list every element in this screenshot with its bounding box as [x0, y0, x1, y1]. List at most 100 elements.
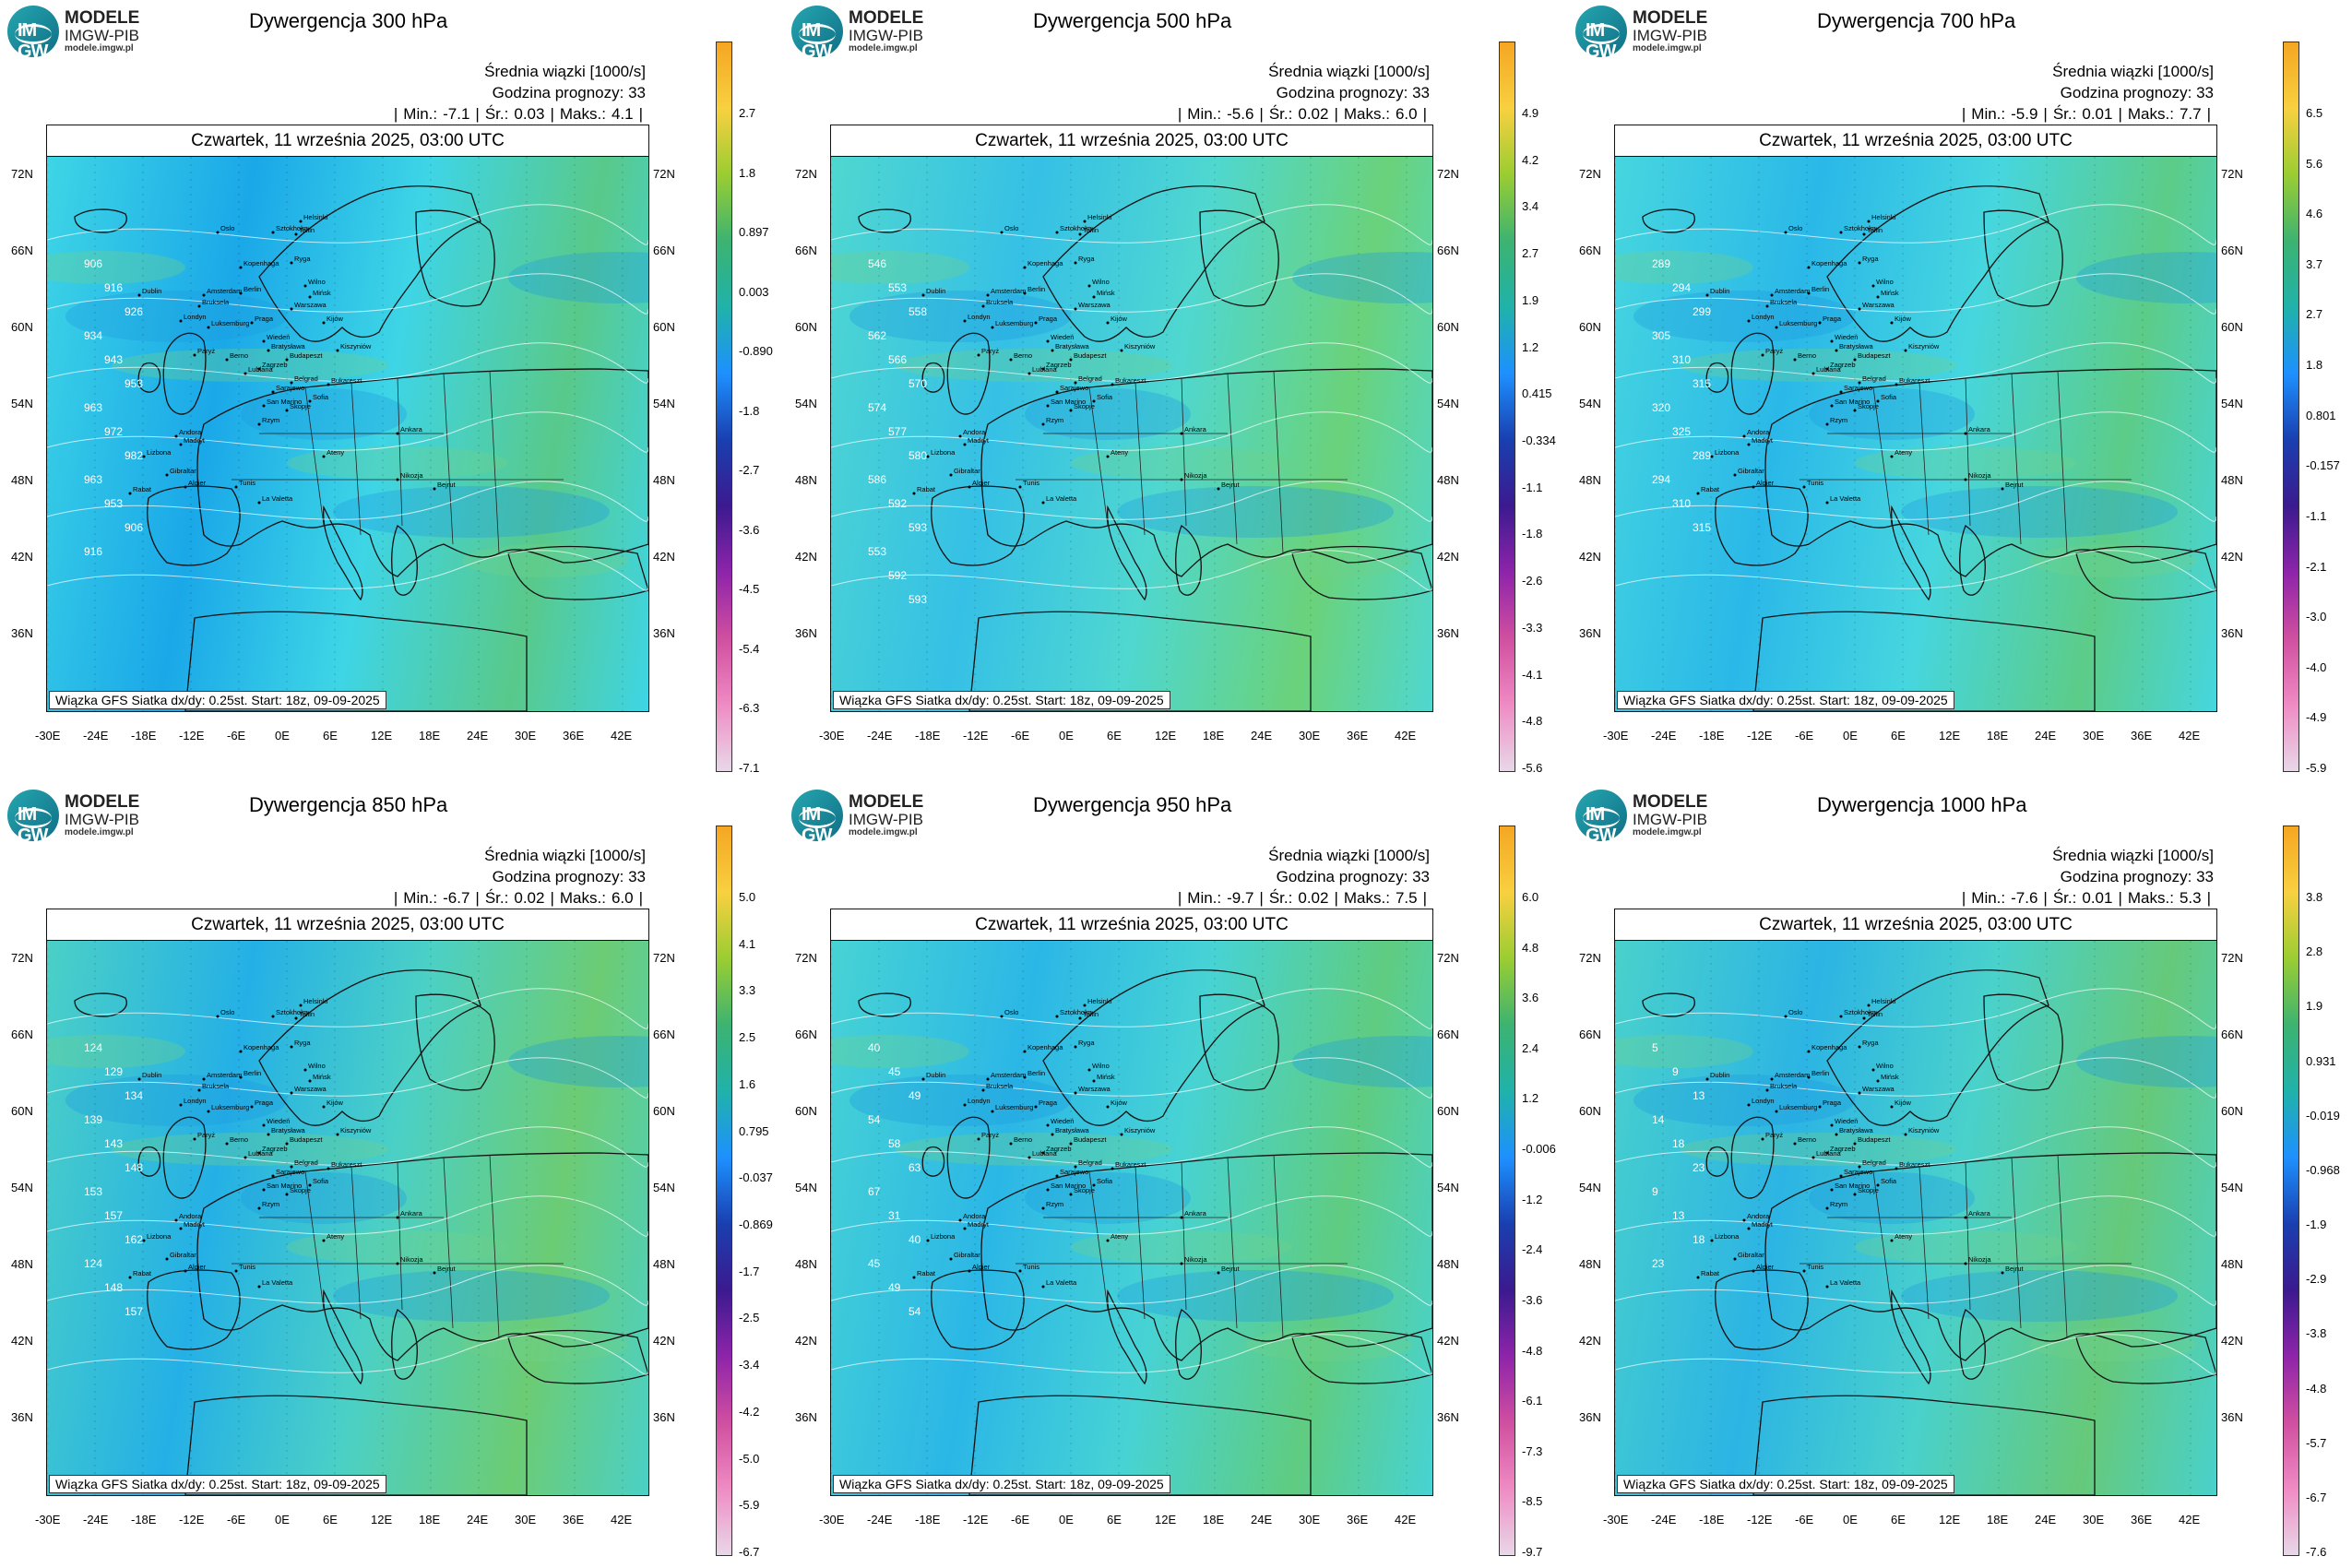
city-marker: [308, 399, 312, 403]
lat-tick-left: 36N: [1579, 1410, 1601, 1424]
divergence-band: [1615, 251, 1753, 284]
contour-label: 982: [125, 449, 143, 462]
colorbar-label: 4.1: [739, 936, 756, 951]
lon-tick: 36E: [1347, 1513, 1369, 1526]
lon-tick: 18E: [419, 729, 441, 742]
colorbar: [2283, 826, 2299, 1556]
stat-separator: |: [1259, 889, 1264, 907]
city-label: Gibraltar: [170, 1251, 196, 1259]
colorbar-label: -5.9: [739, 1498, 760, 1513]
city-marker: [1964, 1216, 1967, 1219]
city-marker: [981, 304, 985, 308]
coastline: [1891, 1289, 1931, 1385]
logo-mark: IM GW: [1586, 20, 1616, 62]
coastline: [184, 611, 528, 711]
coastline: [921, 1146, 945, 1177]
city-marker: [1765, 1088, 1769, 1092]
city-marker: [1858, 1091, 1861, 1095]
map-area[interactable]: 5 9 13 14 18 23 9 13 18 23 Oslo Sztokholm Helsinki Ta…: [1615, 941, 2216, 1495]
stat-min-label: Min.:: [403, 105, 438, 123]
map-frame[interactable]: Czwartek, 11 września 2025, 03:00 UTC 906…: [46, 125, 649, 712]
city-label: Andora: [1747, 428, 1770, 436]
city-label: La Valetta: [1830, 494, 1861, 503]
lon-tick: -12E: [179, 729, 205, 742]
map-frame[interactable]: Czwartek, 11 września 2025, 03:00 UTC 124…: [46, 909, 649, 1496]
country-border: [1965, 377, 1971, 527]
city-label: Kijów: [327, 1099, 344, 1107]
country-border: [1273, 370, 1284, 554]
city-marker: [958, 1218, 962, 1222]
stat-avg: 0.01: [2082, 889, 2113, 907]
lat-tick-right: 66N: [1437, 244, 1459, 257]
colorbar-label: 2.5: [739, 1030, 756, 1045]
city-marker: [327, 1167, 330, 1170]
colorbar-label: 4.6: [2306, 207, 2323, 221]
lat-tick-right: 60N: [2221, 320, 2243, 334]
city-marker: [1028, 372, 1031, 375]
coastline: [258, 969, 481, 1126]
city-label: Bratysława: [271, 1126, 306, 1134]
city-label: Budapeszt: [1858, 351, 1891, 360]
city-label: Ryga: [1862, 255, 1879, 263]
map-area[interactable]: 40 45 49 54 58 63 67 31 40 45 49 54 Oslo Sztokholm Hel…: [831, 941, 1432, 1495]
city-marker: [1830, 404, 1834, 408]
coastline: [323, 505, 363, 601]
map-frame[interactable]: Czwartek, 11 września 2025, 03:00 UTC 5 9 1…: [1614, 909, 2217, 1496]
city-label: Sztokholm: [1060, 224, 1092, 232]
lat-tick-right: 60N: [653, 1104, 675, 1118]
city-label: Bukareszt: [1115, 1160, 1146, 1169]
lon-tick: 24E: [1251, 729, 1273, 742]
coastline: [147, 1269, 241, 1350]
city-marker: [179, 1227, 183, 1230]
city-marker: [1733, 1257, 1737, 1261]
logo-title: MODELE: [1633, 792, 1708, 812]
city-marker: [926, 1239, 930, 1242]
contour-label: 294: [1672, 281, 1691, 294]
map-frame[interactable]: Czwartek, 11 września 2025, 03:00 UTC 40 4…: [830, 909, 1433, 1496]
city-marker: [234, 485, 238, 489]
city-label: Skopje: [1074, 402, 1095, 410]
imgw-logo-icon: IM GW: [791, 790, 843, 846]
lat-tick-right: 48N: [2221, 473, 2243, 487]
city-label: Dublin: [142, 287, 161, 295]
city-label: Rzym: [262, 1200, 279, 1208]
colorbar-label: -5.7: [2306, 1435, 2327, 1450]
country-border: [489, 1154, 500, 1338]
metric-label: Średnia wiązki [1000/s]: [2052, 847, 2214, 864]
city-label: Bruksela: [1770, 1082, 1798, 1090]
contour-line: [831, 342, 1432, 384]
map-area[interactable]: 289 294 299 305 310 315 320 325 289 294 310 315 Oslo…: [1615, 157, 2216, 711]
city-label: Berno: [1014, 1135, 1032, 1144]
contour-label: 54: [868, 1113, 881, 1126]
city-label: Berlin: [1028, 1069, 1045, 1077]
stat-separator: |: [1961, 889, 1966, 907]
contour-line: [47, 1126, 648, 1168]
city-label: Paryż: [197, 1131, 215, 1139]
map-area[interactable]: 906 916 926 934 943 953 963 972 982 963 953 906 916 O…: [47, 157, 648, 711]
city-label: Praga: [1039, 315, 1058, 323]
city-label: Budapeszt: [290, 1135, 323, 1144]
contour-label: 315: [1693, 377, 1711, 390]
city-label: Sztokholm: [276, 1008, 308, 1016]
city-marker: [1034, 1105, 1038, 1109]
city-label: Bukareszt: [1899, 1160, 1930, 1169]
coastline: [507, 1329, 648, 1384]
map-area[interactable]: 124 129 134 139 143 148 153 157 162 124 148 157 Oslo…: [47, 941, 648, 1495]
city-marker: [257, 1206, 261, 1210]
map-frame[interactable]: Czwartek, 11 września 2025, 03:00 UTC 546…: [830, 125, 1433, 712]
city-label: Bruksela: [986, 298, 1014, 306]
coastline: [323, 1289, 363, 1385]
city-label: Lublana: [1816, 365, 1842, 374]
contour-label: 574: [868, 401, 886, 414]
map-frame[interactable]: Czwartek, 11 września 2025, 03:00 UTC 289…: [1614, 125, 2217, 712]
stat-separator: |: [638, 105, 643, 123]
map-area[interactable]: 546 553 558 562 566 570 574 577 580 586 592 593 553 5…: [831, 157, 1432, 711]
colorbar-label: -2.5: [739, 1311, 760, 1325]
lat-tick-right: 48N: [1437, 1257, 1459, 1271]
divergence-band: [1809, 388, 1975, 440]
city-label: Zagrzeb: [1830, 1145, 1856, 1153]
colorbar: [2283, 42, 2299, 772]
lat-tick-left: 48N: [795, 473, 817, 487]
city-marker: [1890, 321, 1894, 325]
city-label: San Marino: [1051, 398, 1086, 406]
